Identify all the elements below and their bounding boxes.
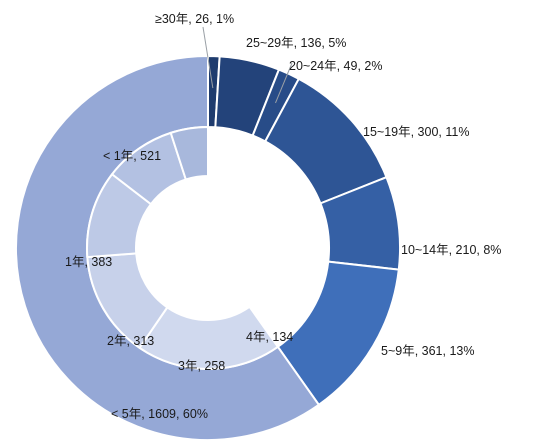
label-5-9: 5~9年, 361, 13% <box>381 344 474 358</box>
label-2: 2年, 313 <box>107 334 154 348</box>
label-10-14: 10~14年, 210, 8% <box>401 243 501 257</box>
label-ge30: ≥30年, 26, 1% <box>155 12 234 26</box>
label-lt5: < 5年, 1609, 60% <box>111 407 208 421</box>
label-25-29: 25~29年, 136, 5% <box>246 36 346 50</box>
label-1: 1年, 383 <box>65 255 112 269</box>
leader-ge30 <box>202 26 214 89</box>
inner-slice-4 <box>169 125 209 181</box>
label-lt1: < 1年, 521 <box>103 149 161 163</box>
label-4: 4年, 134 <box>246 330 293 344</box>
leader-20-24 <box>275 62 293 104</box>
outer-ring <box>15 54 401 441</box>
label-3: 3年, 258 <box>178 359 225 373</box>
label-20-24: 20~24年, 49, 2% <box>289 59 382 73</box>
label-15-19: 15~19年, 300, 11% <box>363 125 469 139</box>
leader-lines <box>202 26 293 104</box>
inner-ring <box>86 125 280 370</box>
